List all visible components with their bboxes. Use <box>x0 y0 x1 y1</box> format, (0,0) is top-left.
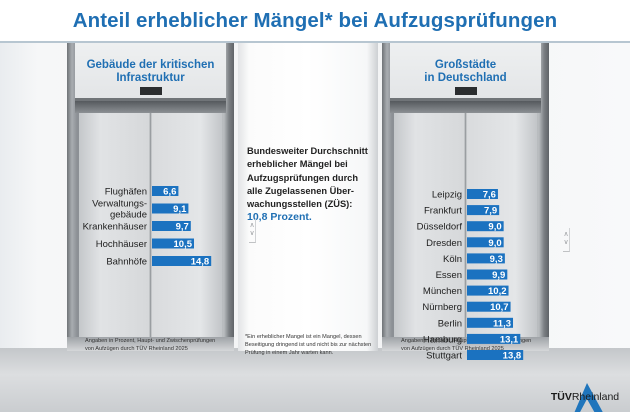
category-label: Bahnhöfe <box>106 257 147 268</box>
floor <box>0 348 630 412</box>
bar-chart-critical-infrastructure: 6,6 Flughäfen 9,1 Verwaltungs-gebäude 9,7 Kra… <box>83 186 212 268</box>
bar <box>467 221 504 232</box>
chart-title-left: Gebäude der kritischen Infrastruktur <box>75 59 226 85</box>
value-label: 6,6 <box>163 187 176 198</box>
arrow-down-icon: ∨ <box>249 230 255 237</box>
bar <box>152 238 194 249</box>
bar-chart-cities: 7,6 Leipzig 7,9 Frankfurt 9,0 Düsseldorf 9,0 Dr… <box>417 189 524 362</box>
value-label: 9,1 <box>173 204 187 215</box>
chart-title-line: Infrastruktur <box>116 72 185 84</box>
chart-title-line: Großstädte <box>434 59 497 71</box>
floor-indicator <box>454 87 477 95</box>
logo-brand-bold: TÜV <box>550 391 572 403</box>
center-wall-panel <box>238 43 378 351</box>
elevator-scene: Gebäude der kritischen Infrastruktur Gro… <box>0 41 630 412</box>
bar <box>467 333 521 344</box>
text-line: Bundesweiter Durchschnitt <box>247 146 368 156</box>
value-label: 11,3 <box>493 318 511 329</box>
page-title: Anteil erheblicher Mängel* bei Aufzugspr… <box>72 9 558 32</box>
category-label: Krankenhäuser <box>83 222 147 233</box>
footnote: *Ein erheblicher Mangel ist ein Mangel, … <box>245 334 372 356</box>
category-label: Frankfurt <box>424 206 462 217</box>
logo-wordmark: TÜVRheinland <box>540 391 630 403</box>
bar <box>467 269 508 280</box>
floor-indicator <box>139 87 162 95</box>
elevator-sill <box>67 337 234 351</box>
elevator-critical-infrastructure: Gebäude der kritischen Infrastruktur <box>67 43 234 351</box>
category-label: Essen <box>436 270 462 281</box>
bar <box>467 317 514 328</box>
bar <box>467 350 524 360</box>
elevator-call-button: ∧ ∨ <box>249 219 256 243</box>
bar <box>152 221 191 231</box>
category-label: Köln <box>443 254 462 265</box>
text-line: wachungsstellen (ZÜS): <box>247 199 353 210</box>
value-label: 9,0 <box>488 222 501 233</box>
source-note-left: Angaben in Prozent, Haupt- und Zwischenp… <box>85 338 216 352</box>
value-label: 9,9 <box>492 270 505 281</box>
value-label: 10,2 <box>488 286 507 297</box>
source-note-right: Angaben in Prozent, Haupt- und Zwischenp… <box>401 338 532 352</box>
bar <box>152 186 179 196</box>
category-label: Dresden <box>426 238 462 249</box>
header-shadow <box>75 101 226 113</box>
arrow-up-icon: ∧ <box>249 222 255 229</box>
bar <box>467 301 511 312</box>
elevator-doors <box>79 113 222 337</box>
national-average-value: 10,8 Prozent. <box>247 211 312 224</box>
arrow-up-icon: ∧ <box>563 231 569 238</box>
bar <box>467 253 505 264</box>
value-label: 13,8 <box>503 351 522 362</box>
value-label: 10,7 <box>490 302 509 313</box>
chart-title-right: Großstädte in Deutschland <box>390 59 541 85</box>
value-label: 9,0 <box>488 238 501 249</box>
category-label: München <box>423 286 462 297</box>
value-label: 14,8 <box>191 257 210 268</box>
value-label: 9,7 <box>176 222 189 233</box>
category-label: Stuttgart <box>426 351 462 362</box>
elevator-cities: Großstädte in Deutschland <box>382 43 549 351</box>
bar <box>467 237 504 248</box>
category-label: Berlin <box>438 318 462 329</box>
elevator-call-button: ∧ ∨ <box>563 228 570 252</box>
text-line: Aufzugsprüfungen durch <box>247 172 359 183</box>
value-label: 13,1 <box>500 334 519 345</box>
text-line: erheblicher Mängel bei <box>247 159 348 170</box>
category-label: Hochhäuser <box>96 239 147 250</box>
value-label: 7,6 <box>483 190 496 201</box>
category-label: Nürnberg <box>422 302 462 313</box>
text-line: alle Zugelassenen Über- <box>247 185 354 196</box>
bar <box>152 256 212 266</box>
tuv-logo-icon <box>574 383 603 412</box>
value-label: 10,5 <box>174 239 193 250</box>
category-label: Leipzig <box>432 190 462 201</box>
bar <box>467 285 509 296</box>
national-average-text: Bundesweiter Durchschnitt erheblicher Mä… <box>247 145 377 225</box>
header-shadow <box>390 101 541 113</box>
category-label: gebäude <box>110 210 147 221</box>
category-label: Verwaltungs- <box>92 199 147 210</box>
bar <box>467 205 500 216</box>
category-label: Hamburg <box>423 334 462 345</box>
chart-title-line: in Deutschland <box>424 72 507 84</box>
bar <box>467 189 498 199</box>
elevator-doors <box>394 113 537 337</box>
category-label: Flughäfen <box>105 187 147 198</box>
value-label: 7,9 <box>484 206 497 217</box>
arrow-down-icon: ∨ <box>563 239 569 246</box>
category-label: Düsseldorf <box>417 222 463 233</box>
title-bar: Anteil erheblicher Mängel* bei Aufzugspr… <box>0 0 630 41</box>
logo-brand-rest: Rheinland <box>571 391 620 403</box>
chart-title-line: Gebäude der kritischen <box>86 59 215 71</box>
value-label: 9,3 <box>490 254 503 265</box>
bar <box>152 203 189 214</box>
elevator-header <box>75 43 226 101</box>
